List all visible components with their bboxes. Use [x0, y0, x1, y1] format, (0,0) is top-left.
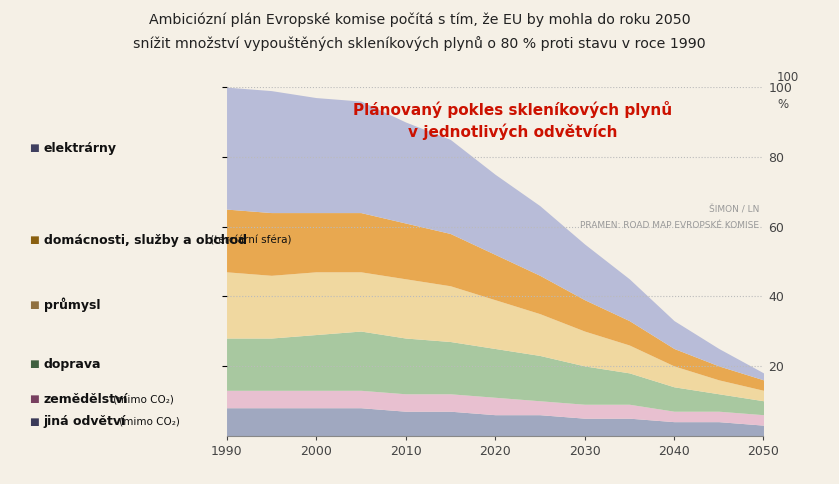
Text: ■: ■ [29, 394, 39, 404]
Text: Ambiciózní plán Evropské komise počítá s tím, že EU by mohla do roku 2050: Ambiciózní plán Evropské komise počítá s… [149, 12, 690, 27]
Text: PRAMEN: ROAD MAP EVROPSKÉ KOMISE: PRAMEN: ROAD MAP EVROPSKÉ KOMISE [580, 221, 759, 230]
Text: Plánovaný pokles skleníkových plynů
v jednotlivých odvětvích: Plánovaný pokles skleníkových plynů v je… [353, 101, 673, 140]
Text: %: % [777, 98, 788, 110]
Text: (mimo CO₂): (mimo CO₂) [116, 417, 180, 427]
Text: (tercíární sféra): (tercíární sféra) [206, 235, 291, 245]
Text: domácnosti, služby a obchod: domácnosti, služby a obchod [44, 234, 247, 247]
Text: elektrárny: elektrárny [44, 142, 117, 154]
Text: zemědělství: zemědělství [44, 393, 128, 406]
Text: doprava: doprava [44, 358, 102, 371]
Text: ŠIMON / LN: ŠIMON / LN [709, 205, 759, 214]
Text: jiná odvětví: jiná odvětví [44, 415, 126, 428]
Text: ■: ■ [29, 143, 39, 153]
Text: snížit množství vypouštěných skleníkových plynů o 80 % proti stavu v roce 1990: snížit množství vypouštěných skleníkovýc… [133, 36, 706, 51]
Text: ■: ■ [29, 300, 39, 310]
Text: ■: ■ [29, 359, 39, 369]
Text: (mimo CO₂): (mimo CO₂) [110, 394, 174, 404]
Text: ■: ■ [29, 417, 39, 427]
Text: ■: ■ [29, 235, 39, 245]
Text: 100: 100 [777, 71, 800, 84]
Text: průmysl: průmysl [44, 298, 100, 312]
